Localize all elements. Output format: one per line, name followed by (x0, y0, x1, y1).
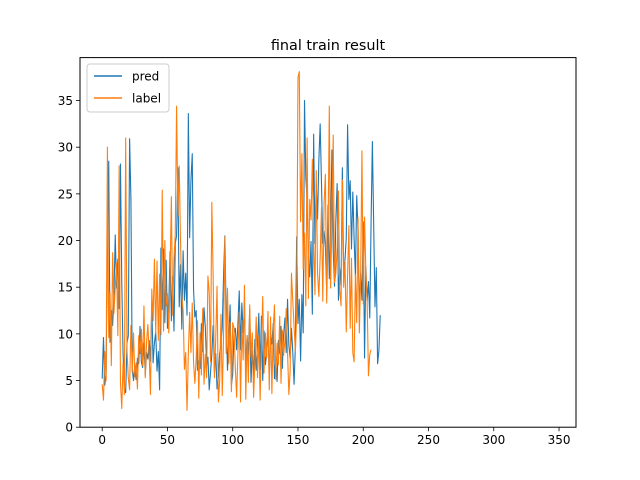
y-tick-label: 15 (58, 281, 73, 295)
x-tick-label: 250 (417, 433, 440, 447)
x-tick-label: 150 (287, 433, 310, 447)
x-tick-label: 200 (352, 433, 375, 447)
y-axis: 0 5 10 15 20 25 30 35 (58, 94, 80, 435)
y-tick-label: 35 (58, 94, 73, 108)
axes-frame (79, 57, 577, 428)
x-tick-label: 0 (98, 433, 106, 447)
legend: pred label (86, 63, 170, 113)
y-tick-label: 30 (58, 141, 73, 155)
legend-label-label: label (132, 92, 161, 106)
x-tick-label: 50 (160, 433, 175, 447)
x-tick-label: 300 (482, 433, 505, 447)
y-tick-label: 0 (65, 421, 73, 435)
y-tick-label: 5 (65, 374, 73, 388)
legend-label-pred: pred (132, 70, 159, 84)
x-tick-label: 350 (548, 433, 571, 447)
series-line-label (101, 71, 372, 411)
y-tick-label: 25 (58, 187, 73, 201)
x-axis: 0 50 100 150 200 250 300 350 (98, 427, 570, 447)
x-tick-label: 100 (221, 433, 244, 447)
y-tick-label: 10 (58, 327, 73, 341)
chart-title: final train result (271, 38, 386, 54)
y-tick-label: 20 (58, 234, 73, 248)
series-layer (101, 71, 381, 411)
